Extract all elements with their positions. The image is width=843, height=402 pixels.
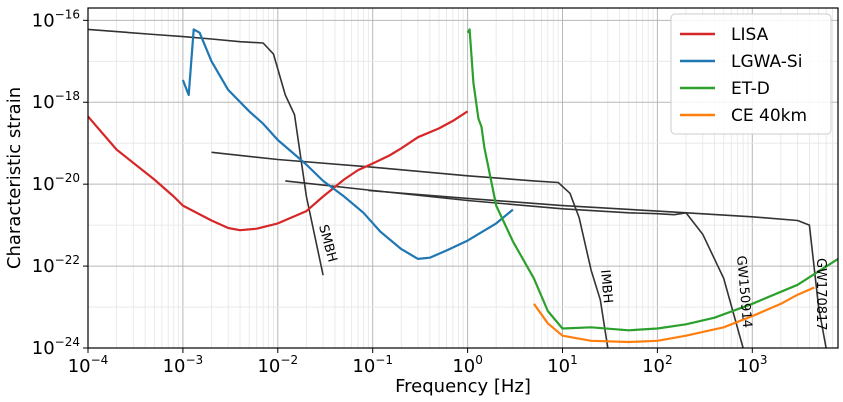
series-line-et-d (466, 28, 838, 332)
x-axis-label: Frequency [Hz] (395, 376, 531, 397)
x-tick-label: 101 (547, 353, 578, 377)
curve-label-imbh: IMBH (597, 269, 615, 304)
y-tick-label: 10−20 (32, 171, 80, 195)
y-tick-label: 10−22 (32, 253, 80, 277)
y-axis-label: Characteristic strain (4, 87, 25, 269)
series-line-ce-40km (533, 286, 815, 344)
legend-item-et-d: ET-D (680, 79, 770, 99)
x-tick-label: 10−3 (163, 353, 204, 377)
series-line-lgwa-si (181, 28, 514, 260)
legend-label-lgwa-si: LGWA-Si (731, 52, 802, 72)
legend-item-ce-40km: CE 40km (680, 106, 807, 126)
source-curve-gw170817 (368, 189, 827, 348)
legend-item-lgwa-si: LGWA-Si (680, 52, 802, 72)
x-tick-label: 102 (642, 353, 673, 377)
curve-label-gw150914: GW150914 (733, 255, 754, 329)
legend-label-et-d: ET-D (731, 79, 770, 99)
plot-frame (87, 7, 839, 349)
legend-box (670, 13, 832, 135)
y-tick-label: 10−18 (32, 89, 80, 113)
x-tick-label: 10−2 (257, 353, 298, 377)
legend-label-lisa: LISA (731, 25, 769, 45)
x-tick-label: 10−1 (352, 353, 393, 377)
x-tick-label: 100 (452, 353, 483, 377)
legend: LISA LGWA-Si ET-D CE 40km (670, 13, 832, 135)
legend-item-lisa: LISA (680, 25, 769, 45)
x-tick-label: 10−4 (68, 353, 109, 377)
curve-label-gw170817: GW170817 (813, 258, 828, 331)
y-tick-label: 10−24 (32, 335, 80, 359)
source-curve-smbh (88, 28, 324, 276)
source-curve-gw150914 (285, 180, 744, 348)
curves (88, 28, 838, 348)
ticks: 10−4 10−3 10−2 10−1 100 101 102 103 10−24 10−22 10… (32, 7, 768, 377)
x-tick-label: 103 (737, 353, 768, 377)
legend-label-ce-40km: CE 40km (731, 106, 807, 126)
y-tick-label: 10−16 (32, 7, 80, 31)
series-line-lisa (88, 110, 469, 232)
source-curve-imbh (211, 151, 609, 348)
